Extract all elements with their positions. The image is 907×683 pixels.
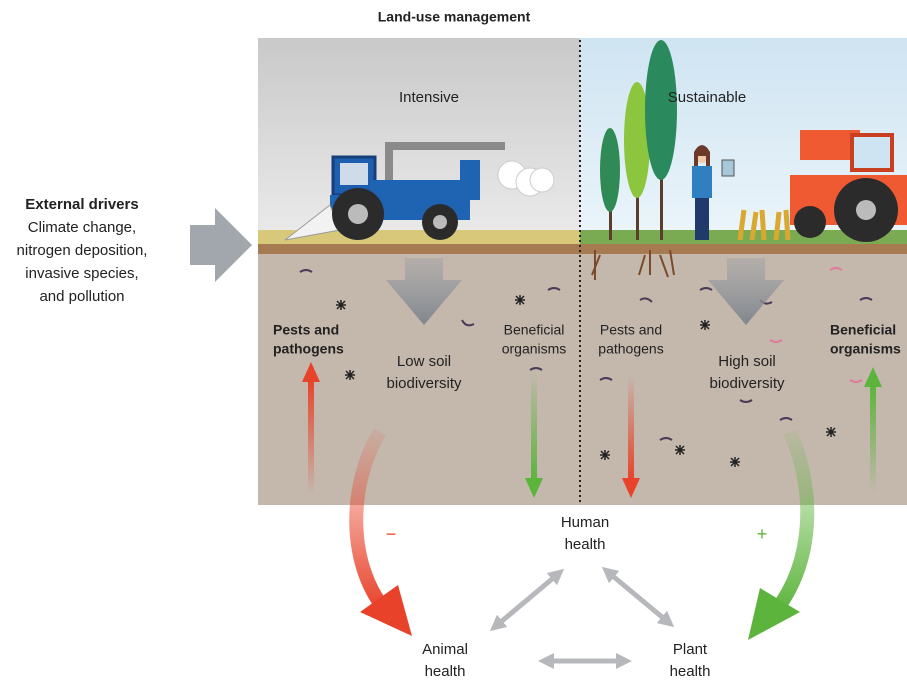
node-label: Animal — [422, 641, 468, 658]
negative-sign: − — [386, 524, 397, 544]
drivers-line: Climate change, — [28, 219, 136, 236]
beneficial-label: organisms — [502, 341, 567, 357]
biodiversity-label: Low soil — [397, 353, 451, 370]
drivers-title: External drivers — [25, 196, 138, 213]
drivers-line: nitrogen deposition, — [17, 242, 148, 259]
node-label: Human — [561, 514, 609, 531]
beneficial-label: organisms — [830, 341, 901, 357]
pests-label: pathogens — [273, 341, 344, 357]
diagram: Land-use management — [0, 0, 907, 683]
drivers-line: and pollution — [39, 288, 124, 305]
panels — [258, 38, 907, 505]
panel-label: Sustainable — [668, 89, 746, 106]
pests-label: Pests and — [600, 322, 662, 338]
biodiversity-label: biodiversity — [386, 375, 462, 392]
drivers-line: invasive species, — [25, 265, 138, 282]
panel-label: Intensive — [399, 89, 459, 106]
beneficial-label: Beneficial — [830, 322, 896, 338]
positive-sign: + — [757, 524, 768, 544]
node-label: health — [670, 663, 711, 680]
health-links — [496, 572, 668, 661]
node-label: health — [425, 663, 466, 680]
beneficial-label: Beneficial — [504, 322, 565, 338]
node-label: Plant — [673, 641, 708, 658]
pests-label: pathogens — [598, 341, 663, 357]
biodiversity-label: biodiversity — [709, 375, 785, 392]
title: Land-use management — [378, 9, 531, 25]
node-label: health — [565, 536, 606, 553]
biodiversity-label: High soil — [718, 353, 776, 370]
pests-label: Pests and — [273, 322, 339, 338]
